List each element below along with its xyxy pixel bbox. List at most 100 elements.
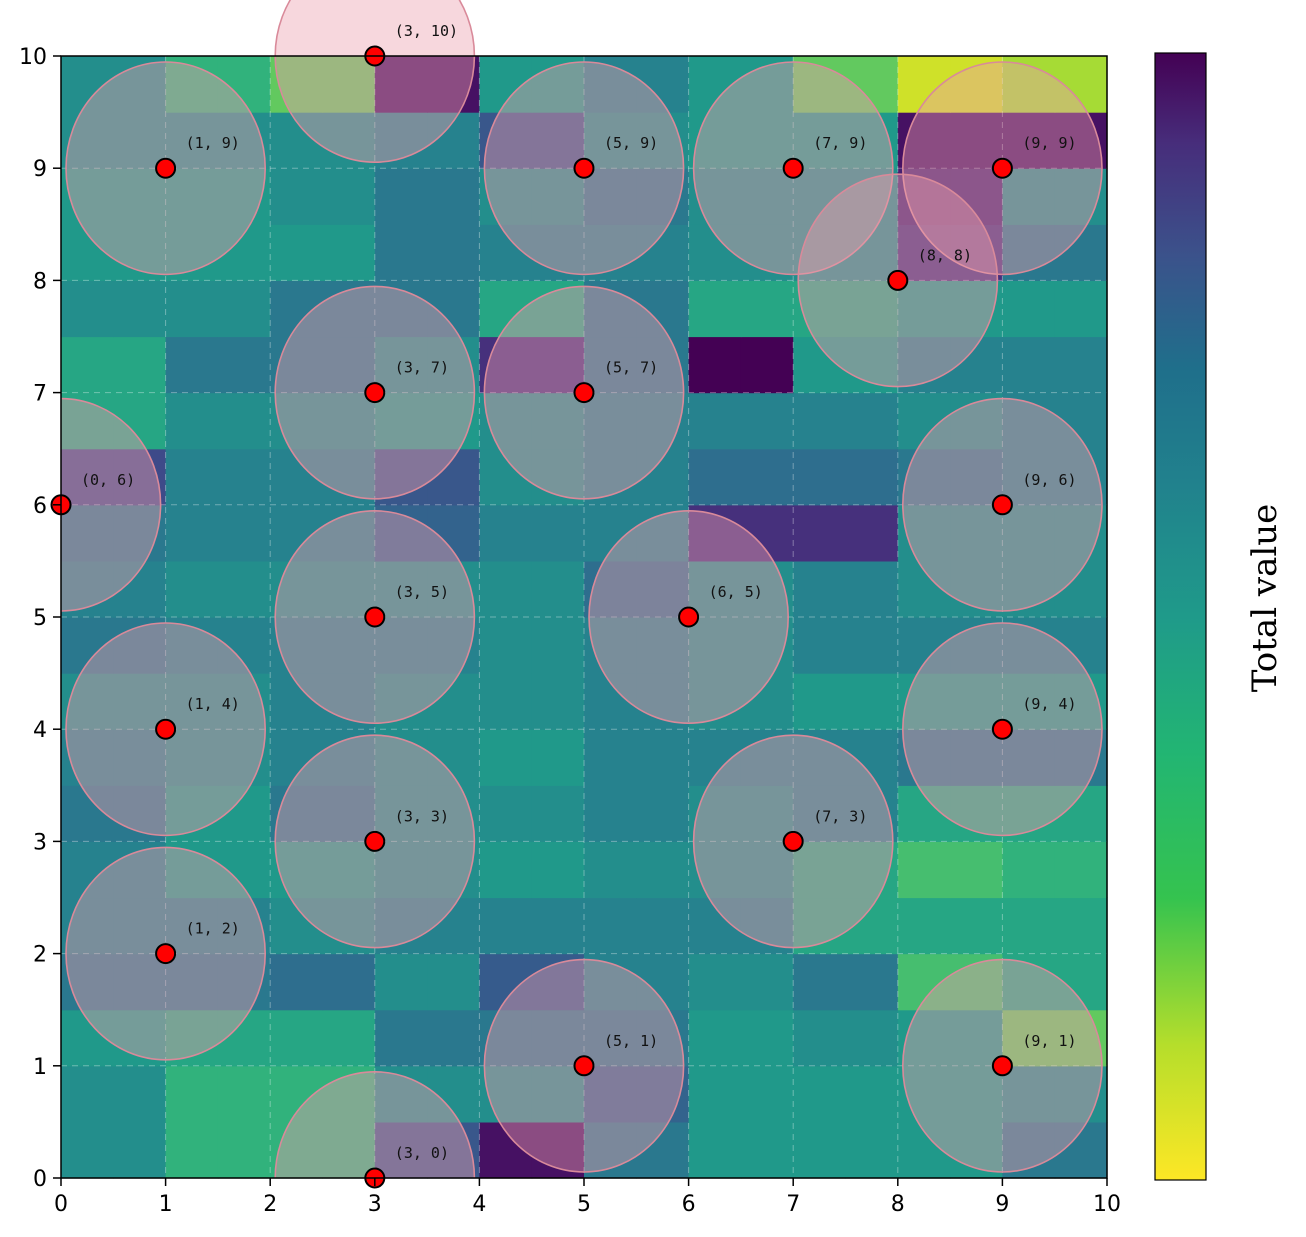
- heatmap-cell: [584, 112, 637, 169]
- heatmap-cell: [322, 1009, 376, 1067]
- x-tick-label: 3: [368, 1192, 382, 1217]
- heatmap-cell: [374, 897, 428, 955]
- heatmap-cell: [740, 280, 794, 338]
- heatmap-cell: [584, 168, 637, 225]
- heatmap-cell: [113, 729, 167, 786]
- sensor-point: [573, 1055, 595, 1077]
- heatmap-cell: [531, 841, 585, 899]
- heatmap-cell: [531, 897, 585, 955]
- point-label: (3, 0): [395, 1144, 449, 1162]
- heatmap-cell: [374, 841, 428, 899]
- heatmap-cell: [165, 168, 219, 225]
- point-label: (9, 4): [1022, 695, 1076, 713]
- x-tick-label: 8: [891, 1192, 905, 1217]
- sensor-point: [364, 382, 386, 404]
- heatmap-cell: [1054, 841, 1108, 899]
- heatmap-cell: [950, 841, 1003, 899]
- heatmap-cell: [61, 1065, 114, 1123]
- heatmap-cell: [427, 224, 480, 281]
- heatmap-cell: [740, 392, 794, 450]
- heatmap-cell: [740, 448, 794, 506]
- point-label: (9, 6): [1022, 471, 1076, 489]
- heatmap-cell: [113, 280, 167, 338]
- heatmap-cell: [584, 336, 637, 394]
- heatmap-cell: [793, 785, 847, 842]
- heatmap-cell: [113, 673, 167, 730]
- heatmap-cell: [61, 504, 114, 562]
- heatmap-cell: [531, 168, 585, 225]
- y-tick-label: 10: [19, 45, 47, 70]
- heatmap-cell: [165, 673, 219, 730]
- heatmap-cell: [584, 224, 637, 281]
- heatmap-cell: [845, 673, 899, 730]
- point-label: (0, 6): [81, 471, 135, 489]
- heatmap-cell: [636, 617, 690, 674]
- heatmap-cell: [113, 168, 167, 225]
- heatmap-cell: [636, 729, 690, 786]
- heatmap-cell: [897, 336, 951, 394]
- point-label: (1, 4): [186, 695, 240, 713]
- heatmap-cell: [740, 112, 794, 169]
- sensor-point: [782, 830, 804, 852]
- heatmap-cell: [374, 168, 428, 225]
- heatmap-cell: [688, 1121, 742, 1179]
- heatmap-cell: [688, 1065, 742, 1123]
- heatmap-cell: [322, 617, 376, 674]
- heatmap-cell: [1002, 673, 1056, 730]
- heatmap-cell: [584, 1009, 637, 1067]
- point-label: (9, 1): [1022, 1032, 1076, 1050]
- point-label: (5, 9): [604, 134, 658, 152]
- heatmap-cell: [584, 448, 637, 506]
- heatmap-cell: [1002, 1121, 1056, 1179]
- sensor-point: [364, 830, 386, 852]
- heatmap-cell: [270, 953, 324, 1011]
- heatmap-cell: [113, 1065, 167, 1123]
- heatmap-cell: [322, 1121, 376, 1179]
- heatmap-cell: [374, 56, 428, 113]
- heatmap-cell: [165, 1121, 219, 1179]
- heatmap-cell: [740, 336, 794, 394]
- heatmap-cell: [740, 1065, 794, 1123]
- heatmap-cell: [165, 224, 219, 281]
- heatmap-cell: [793, 504, 847, 562]
- x-tick-label: 1: [159, 1192, 173, 1217]
- point-label: (3, 10): [395, 22, 458, 40]
- heatmap-cell: [165, 392, 219, 450]
- heatmap-cell: [845, 280, 899, 338]
- heatmap-cell: [322, 841, 376, 899]
- heatmap-cell: [688, 336, 742, 394]
- heatmap-cell: [1002, 841, 1056, 899]
- heatmap-cell: [1054, 280, 1108, 338]
- heatmap-cell: [1054, 336, 1108, 394]
- y-tick-label: 2: [33, 943, 47, 968]
- heatmap-cell: [1002, 785, 1056, 842]
- heatmap-cell: [950, 112, 1003, 169]
- heatmap-cell: [374, 336, 428, 394]
- heatmap-cell: [165, 729, 219, 786]
- heatmap-cell: [217, 280, 271, 338]
- heatmap-cell: [217, 1121, 271, 1179]
- heatmap-cell: [950, 448, 1003, 506]
- heatmap-cell: [113, 1121, 167, 1179]
- coverage-circle: [61, 397, 162, 612]
- heatmap-cell: [1002, 280, 1056, 338]
- heatmap-cell: [845, 1009, 899, 1067]
- heatmap-cell: [950, 673, 1003, 730]
- heatmap-cell: [740, 1121, 794, 1179]
- y-tick-label: 9: [33, 157, 47, 182]
- heatmap-cell: [374, 673, 428, 730]
- y-tick-label: 1: [33, 1055, 47, 1080]
- heatmap-cell: [897, 280, 951, 338]
- sensor-point: [991, 494, 1013, 516]
- y-tick-label: 3: [33, 830, 47, 855]
- heatmap-cell: [61, 1121, 114, 1179]
- heatmap-cell: [531, 112, 585, 169]
- heatmap-cell: [740, 953, 794, 1011]
- point-label: (7, 9): [813, 134, 867, 152]
- heatmap-cell: [897, 897, 951, 955]
- heatmap-cell: [636, 785, 690, 842]
- heatmap-cell: [217, 448, 271, 506]
- y-tick-label: 4: [33, 718, 47, 743]
- point-label: (5, 1): [604, 1032, 658, 1050]
